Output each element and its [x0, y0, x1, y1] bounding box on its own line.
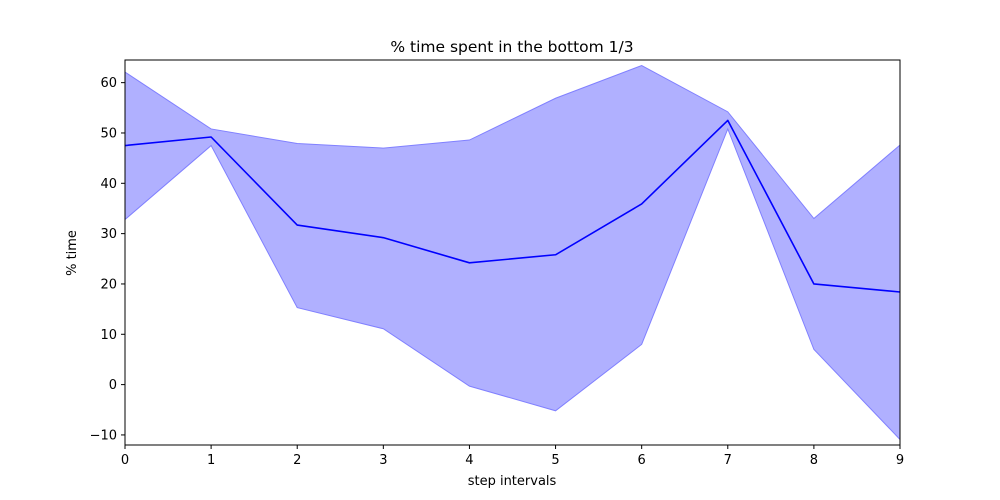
x-tick-label: 0 — [121, 453, 129, 468]
band-area — [124, 64, 901, 441]
x-tick-label: 9 — [896, 453, 904, 468]
y-axis-label: % time — [65, 230, 80, 276]
x-tick-label: 5 — [551, 453, 559, 468]
x-tick-label: 6 — [638, 453, 646, 468]
x-tick-label: 3 — [379, 453, 387, 468]
y-tick-label: 50 — [100, 126, 117, 141]
chart-title: % time spent in the bottom 1/3 — [390, 38, 633, 56]
x-axis-label: step intervals — [468, 474, 557, 489]
x-tick-label: 8 — [810, 453, 818, 468]
series-line — [124, 119, 901, 293]
y-tick-label: 10 — [100, 328, 117, 343]
x-tick-label: 2 — [293, 453, 301, 468]
y-tick-label: 0 — [109, 378, 117, 393]
y-tick-label: 40 — [100, 177, 117, 192]
plot-area: 0 1 2 3 4 5 6 7 8 9 −10 0 10 20 30 40 50 60 — [90, 59, 904, 468]
y-tick-label: 60 — [100, 76, 117, 91]
axes-frame — [124, 59, 901, 446]
x-tick-label: 1 — [207, 453, 215, 468]
y-tick-label: 20 — [100, 277, 117, 292]
x-tick-label: 7 — [724, 453, 732, 468]
y-tick-label: −10 — [90, 428, 117, 443]
x-tick-label: 4 — [465, 453, 473, 468]
y-tick-label: 30 — [100, 227, 117, 242]
